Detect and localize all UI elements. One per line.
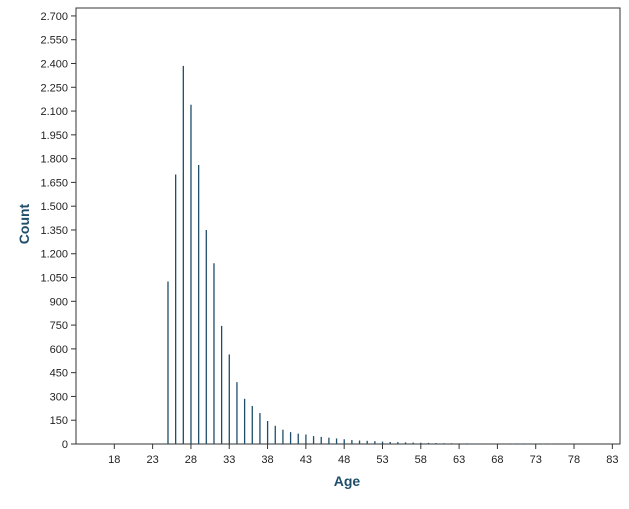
bar (466, 443, 468, 444)
bar (243, 398, 246, 444)
bar (450, 443, 453, 444)
x-tick-label: 58 (415, 454, 427, 466)
bar (420, 442, 422, 444)
bar (358, 440, 361, 444)
x-tick-label: 33 (223, 454, 235, 466)
bar (320, 436, 322, 444)
bar (443, 443, 445, 444)
bar (197, 164, 200, 444)
y-tick-label: 600 (50, 344, 68, 356)
bar (397, 442, 399, 444)
x-tick-label: 83 (606, 454, 618, 466)
x-tick-label: 38 (261, 454, 273, 466)
y-tick-label: 0 (62, 439, 68, 451)
bar (427, 442, 430, 444)
bar (282, 429, 284, 444)
bar (550, 443, 552, 445)
bar (190, 104, 192, 445)
bar (251, 405, 253, 444)
bar (289, 432, 292, 444)
x-tick-label: 53 (376, 454, 388, 466)
y-tick-label: 1.650 (40, 177, 68, 189)
bars-group (167, 65, 552, 445)
bar (489, 443, 491, 445)
bar (167, 281, 169, 444)
x-tick-label: 28 (185, 454, 197, 466)
y-tick-label: 750 (50, 320, 68, 332)
bar (435, 443, 437, 444)
x-axis: 18 23 28 33 38 43 48 53 58 63 68 73 78 83 (108, 444, 618, 466)
x-tick-label: 73 (530, 454, 542, 466)
bar (297, 433, 299, 444)
bar (512, 443, 514, 445)
bar (328, 437, 330, 444)
bar (527, 443, 529, 445)
y-tick-label: 1.200 (40, 249, 68, 261)
bar (504, 443, 506, 445)
bar (312, 436, 315, 444)
x-tick-label: 18 (108, 454, 120, 466)
bar (236, 382, 238, 444)
bar (274, 425, 276, 444)
x-axis-title: Age (334, 473, 361, 489)
bar (473, 443, 476, 445)
bar (175, 174, 177, 444)
x-tick-label: 68 (491, 454, 503, 466)
bar (496, 443, 499, 445)
y-tick-label: 900 (50, 296, 68, 308)
bar (213, 263, 215, 444)
x-tick-label: 23 (146, 454, 158, 466)
y-tick-label: 2.400 (40, 58, 68, 70)
y-tick-label: 1.950 (40, 130, 68, 142)
y-tick-label: 1.350 (40, 225, 68, 237)
bar (389, 441, 391, 444)
bar (266, 421, 269, 444)
y-tick-label: 2.250 (40, 82, 68, 94)
bar (335, 438, 338, 444)
bar (343, 439, 345, 444)
y-axis: 0 150 300 450 600 750 900 1.050 1.200 1.350 1.500 1… (40, 11, 76, 451)
bar (228, 354, 230, 444)
y-tick-label: 2.100 (40, 106, 68, 118)
y-tick-label: 1.800 (40, 154, 68, 166)
x-tick-label: 43 (300, 454, 312, 466)
y-tick-label: 450 (50, 368, 68, 380)
y-tick-label: 2.550 (40, 35, 68, 47)
bar (205, 229, 207, 444)
y-tick-label: 300 (50, 391, 68, 403)
x-tick-label: 63 (453, 454, 465, 466)
bar (412, 442, 414, 444)
plot-area (75, 7, 621, 445)
bar (481, 443, 483, 445)
x-tick-label: 78 (568, 454, 580, 466)
bar (374, 441, 376, 444)
bar (519, 443, 522, 445)
y-tick-label: 1.500 (40, 201, 68, 213)
bar (182, 65, 184, 445)
y-axis-title: Count (16, 203, 32, 244)
bar (351, 440, 353, 444)
bar (220, 325, 223, 444)
bar (542, 443, 545, 445)
bar (366, 440, 368, 444)
bar (381, 441, 384, 444)
x-tick-label: 48 (338, 454, 350, 466)
bar (259, 413, 261, 444)
y-tick-label: 2.700 (40, 11, 68, 23)
y-tick-label: 1.050 (40, 273, 68, 285)
bar (305, 434, 307, 444)
bar (458, 443, 460, 444)
y-tick-label: 150 (50, 415, 68, 427)
bar (404, 442, 407, 444)
